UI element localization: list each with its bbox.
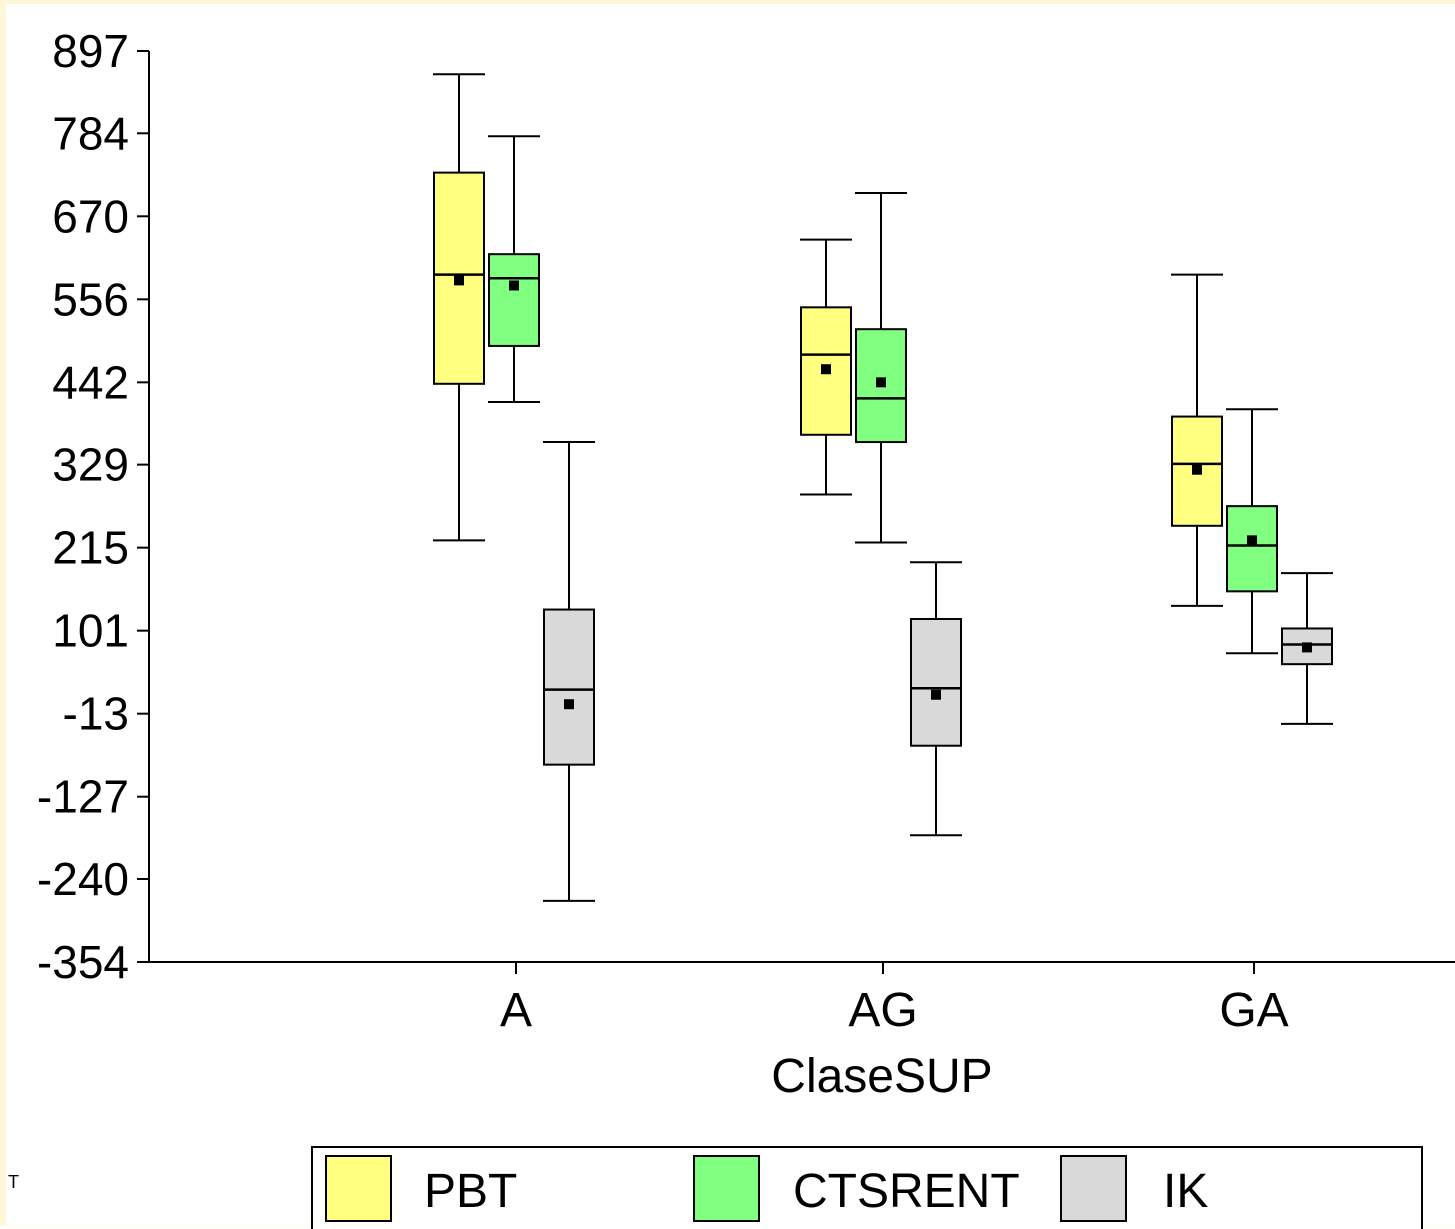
box-IK-A bbox=[543, 441, 595, 902]
legend-frame bbox=[311, 1146, 1423, 1229]
boxplot-chart: 897784670556442329215101-13-127-240-354 … bbox=[37, 25, 1455, 1229]
y-axis: 897 784 670 556 442 329 215 101 -13 -127 -240 -354 bbox=[37, 25, 150, 988]
box-CTSRENT-A bbox=[488, 135, 540, 404]
mean-marker bbox=[509, 280, 519, 291]
iqr-box bbox=[543, 608, 595, 766]
mean-marker bbox=[454, 275, 464, 286]
x-axis-title: ClaseSUP bbox=[771, 1050, 992, 1103]
iqr-box bbox=[1226, 505, 1278, 593]
x-tick-label: AG bbox=[848, 984, 917, 1037]
box-IK-GA bbox=[1281, 572, 1333, 725]
mean-marker bbox=[564, 699, 574, 710]
mean-marker bbox=[1192, 464, 1202, 475]
boxes-layer bbox=[433, 73, 1333, 902]
box-CTSRENT-AG bbox=[855, 192, 907, 544]
y-tick-label: 329 bbox=[52, 439, 129, 491]
y-tick-label: 556 bbox=[52, 273, 129, 325]
mean-marker bbox=[1302, 642, 1312, 653]
box-PBT-A bbox=[433, 73, 485, 542]
mean-marker bbox=[876, 377, 886, 388]
iqr-box bbox=[800, 306, 852, 436]
legend: PBT CTSRENT IK bbox=[311, 1146, 1423, 1229]
legend-label-PBT: PBT bbox=[424, 1165, 517, 1218]
edge-mark: T bbox=[8, 1172, 19, 1192]
legend-swatch-CTSRENT bbox=[693, 1155, 760, 1222]
legend-label-IK: IK bbox=[1163, 1165, 1208, 1218]
legend-label-CTSRENT: CTSRENT bbox=[793, 1165, 1020, 1218]
y-tick-label: 442 bbox=[52, 356, 129, 408]
y-tick-label: 784 bbox=[52, 107, 129, 159]
box-PBT-AG bbox=[800, 238, 852, 496]
y-tick-label: 101 bbox=[52, 605, 129, 657]
legend-swatch-PBT bbox=[325, 1155, 392, 1222]
box-PBT-GA bbox=[1171, 273, 1223, 607]
y-tick-label: 670 bbox=[52, 190, 129, 242]
mean-marker bbox=[931, 689, 941, 700]
y-tick-label: -127 bbox=[37, 771, 129, 823]
iqr-box bbox=[910, 618, 962, 747]
y-tick-label: -240 bbox=[37, 853, 129, 905]
box-IK-AG bbox=[910, 561, 962, 837]
mean-marker bbox=[821, 364, 831, 375]
y-tick-label: -354 bbox=[37, 936, 129, 988]
y-tick-label: -13 bbox=[63, 688, 129, 740]
iqr-box bbox=[433, 171, 485, 385]
legend-swatch-IK bbox=[1060, 1155, 1127, 1222]
box-CTSRENT-GA bbox=[1226, 408, 1278, 655]
y-tick-label: 897 bbox=[52, 25, 129, 77]
y-tick-label: 215 bbox=[52, 522, 129, 574]
mean-marker bbox=[1247, 535, 1257, 546]
x-tick-label: GA bbox=[1219, 984, 1288, 1037]
x-tick-label: A bbox=[500, 984, 532, 1037]
iqr-box bbox=[488, 253, 540, 347]
x-axis: A AG GA bbox=[149, 961, 1455, 1037]
